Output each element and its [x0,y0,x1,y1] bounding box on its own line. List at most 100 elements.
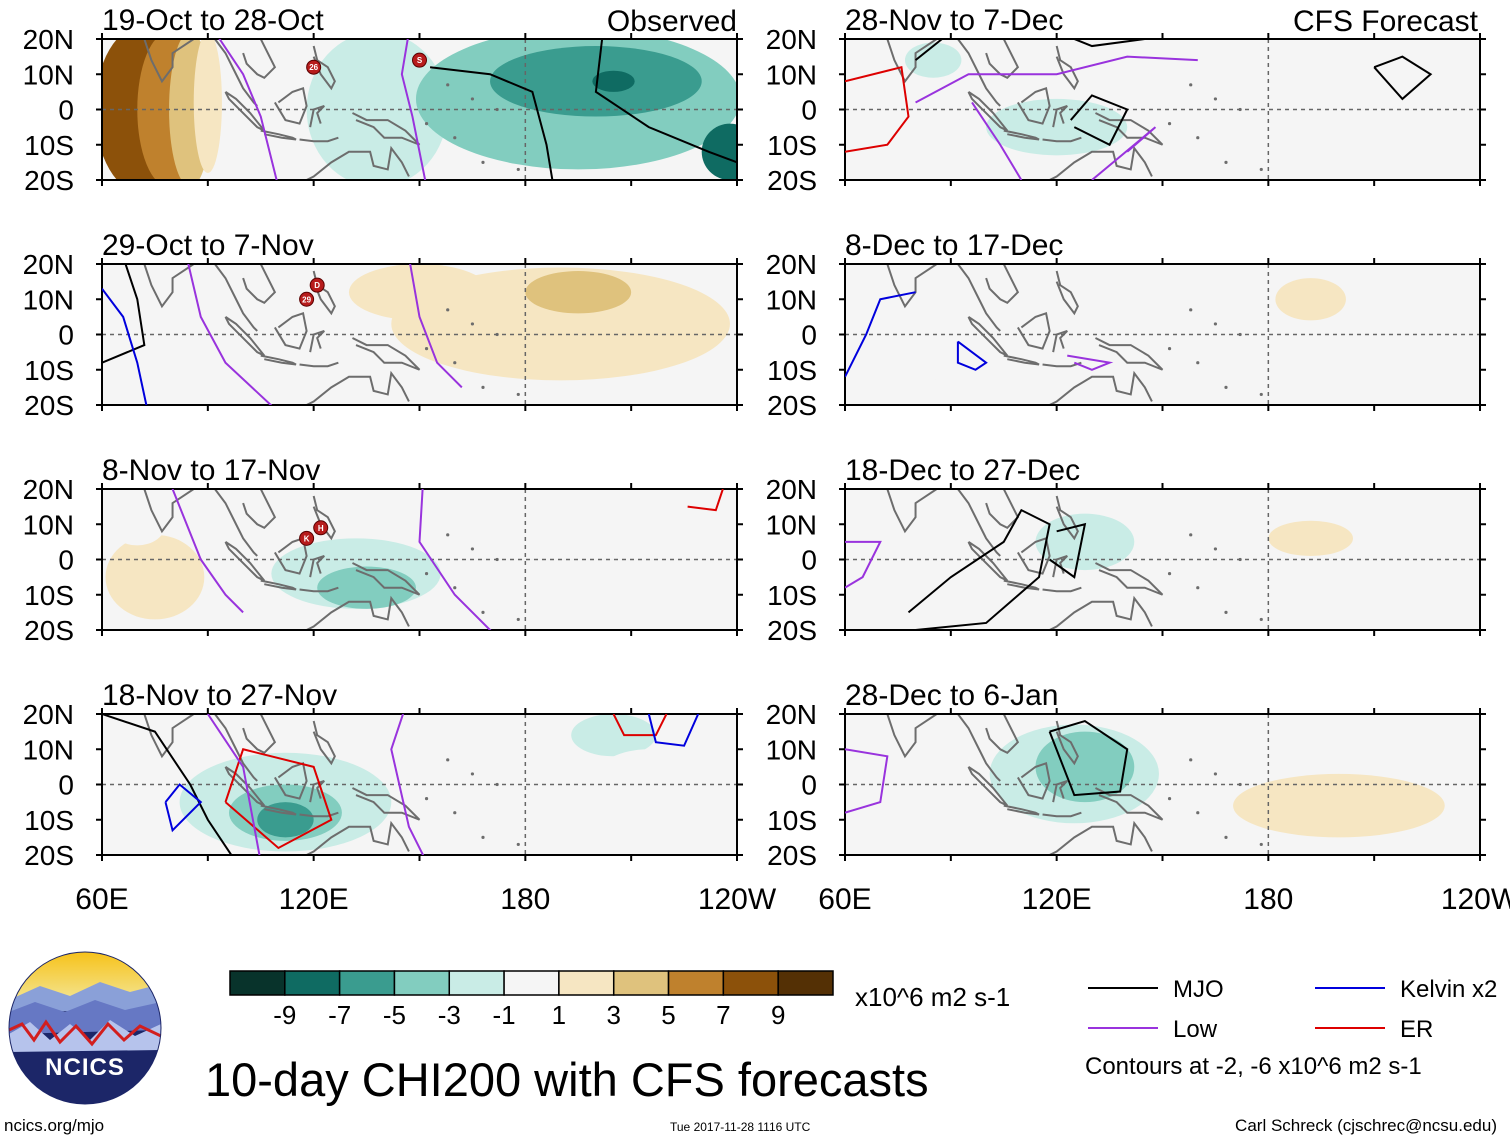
lat-tick-label: 20N [23,474,74,505]
wave-contours [845,719,1129,814]
coastlines [142,39,520,180]
lon-tick-label: 60E [818,883,871,916]
timestamp: Tue 2017-11-28 1116 UTC [670,1120,811,1134]
panel-period: 19-Oct to 28-Oct [102,4,324,37]
contour-line [845,540,882,589]
anomaly-field [915,499,1428,609]
colorbar-swatch [284,970,341,996]
anomaly-field [845,42,1428,173]
legend-label: MJO [1173,976,1224,1003]
colorbar-label: -3 [438,1000,461,1030]
contour-line [956,340,988,371]
lat-tick-label: 20N [23,699,74,730]
site-url: ncics.org/mjo [4,1116,104,1135]
colorbar-swatch [393,970,451,996]
lat-tick-label: 0 [801,95,817,126]
panel-5: 20N 10N 0 10S 20S 28-Nov to 7-Dec [766,4,1486,196]
colorbar-label: 1 [552,1000,566,1030]
ncics-logo: NCICS [8,951,162,1105]
contour-line [102,714,233,855]
lat-tick-label: 20N [766,699,817,730]
anomaly-region [986,98,1128,156]
lat-tick-label: 10S [24,580,74,611]
contour-line [164,783,203,833]
legend-item: MJO [1088,976,1224,1003]
panel-period: 18-Dec to 27-Dec [845,454,1080,487]
panel-period: 8-Nov to 17-Nov [102,454,320,487]
chart-title: 10-day CHI200 with CFS forecasts [205,1053,929,1106]
contour-line [409,264,463,389]
colorbar-swatch [229,970,286,996]
cyclone-marker: K [299,530,315,546]
anomaly-region [701,123,737,180]
anomaly-region [193,39,222,173]
cyclone-marker: D [309,277,325,293]
contour-line [390,714,425,855]
lon-tick-label: 180 [500,883,550,916]
contour-line [207,714,261,855]
lat-tick-label: 10N [766,509,817,540]
contour-line [845,291,916,378]
cfs-forecast-label: CFS Forecast [1293,5,1479,38]
lat-tick-label: 20S [767,390,817,421]
lat-tick-label: 10N [23,509,74,540]
lat-tick-label: 0 [58,545,74,576]
contour-line [594,39,737,164]
colorbar-swatch [448,970,505,996]
contour-line [907,508,1051,630]
lat-tick-label: 20S [24,840,74,871]
anomaly-region [525,271,632,314]
legend-label: Kelvin x2 [1400,976,1497,1003]
lat-tick-label: 20N [766,24,817,55]
contour-line [914,39,1153,61]
wave-contours [218,39,737,180]
lat-tick-label: 20N [23,249,74,280]
coastlines [142,264,520,405]
legend-label: Low [1173,1016,1218,1043]
anomaly-region [571,714,656,757]
wave-contours [171,489,724,630]
panel-3: 20N 10N 0 10S 20S 8-Nov to 17-Nov KH [23,454,743,646]
lon-axis-left: 60E 120E 180 120W [75,883,777,916]
contour-line [1091,126,1157,180]
lat-tick-label: 0 [58,95,74,126]
cyclone-marker: S [412,52,427,68]
cyclone-label: H [318,524,324,533]
legend-label: ER [1400,1016,1433,1043]
lat-tick-label: 0 [801,320,817,351]
panels: 20N 10N 0 10S 20S 19-Oct to 28-Oct 26 S 20N 10N 0 1… [23,4,1486,871]
contour-line [612,714,668,737]
lat-tick-label: 10S [767,580,817,611]
anomaly-region [102,271,159,384]
lat-tick-label: 10S [767,805,817,836]
lat-tick-label: 10S [24,130,74,161]
colorbar-units: x10^6 m2 s-1 [855,982,1010,1012]
anomaly-region [109,503,166,546]
colorbar-label: 3 [606,1000,620,1030]
lat-tick-label: 0 [58,770,74,801]
lat-tick-label: 10N [23,59,74,90]
lat-tick-label: 10N [23,284,74,315]
lon-tick-label: 60E [75,883,128,916]
lat-tick-label: 10S [767,355,817,386]
contour-line [224,748,333,850]
panel-1: 20N 10N 0 10S 20S 19-Oct to 28-Oct 26 S [23,4,743,196]
panel-4: 20N 10N 0 10S 20S 18-Nov to 27-Nov [23,679,743,871]
coastlines [885,489,1263,630]
cyclone-label: S [417,56,423,65]
colorbar-label: -9 [273,1000,296,1030]
anomaly-region [1035,513,1135,571]
lat-tick-label: 20N [766,474,817,505]
anomaly-region [348,264,491,321]
colorbar-label: 9 [771,1000,785,1030]
lon-axis-right: 60E 120E 180 120W [818,883,1510,916]
legend-item: Low [1088,1016,1218,1043]
contour-line [418,489,492,630]
observed-label: Observed [607,5,737,38]
colorbar-swatch [722,970,779,996]
anomaly-field [144,714,702,852]
panel-7: 20N 10N 0 10S 20S 18-Dec to 27-Dec [766,454,1486,646]
panel-6: 20N 10N 0 10S 20S 8-Dec to 17-Dec [766,229,1486,421]
panel-period: 28-Dec to 6-Jan [845,679,1058,712]
anomaly-region [394,714,551,785]
